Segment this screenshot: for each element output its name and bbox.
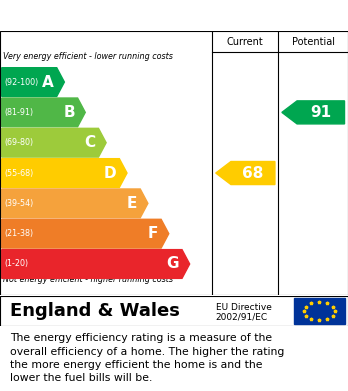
Polygon shape xyxy=(216,161,275,185)
Text: A: A xyxy=(42,75,54,90)
Text: (81-91): (81-91) xyxy=(4,108,33,117)
Text: 68: 68 xyxy=(242,165,264,181)
Bar xyxy=(294,298,345,324)
Polygon shape xyxy=(2,128,106,157)
Polygon shape xyxy=(2,159,127,187)
Text: C: C xyxy=(85,135,96,150)
Text: (55-68): (55-68) xyxy=(4,169,33,178)
Text: D: D xyxy=(104,165,117,181)
Polygon shape xyxy=(282,101,345,124)
Polygon shape xyxy=(2,98,85,127)
Text: 2002/91/EC: 2002/91/EC xyxy=(216,312,268,321)
Text: (21-38): (21-38) xyxy=(4,229,33,238)
Text: (39-54): (39-54) xyxy=(4,199,33,208)
Polygon shape xyxy=(2,189,148,218)
Polygon shape xyxy=(2,219,169,248)
Text: (69-80): (69-80) xyxy=(4,138,33,147)
Polygon shape xyxy=(2,68,64,97)
Text: 91: 91 xyxy=(310,105,331,120)
Text: England & Wales: England & Wales xyxy=(10,302,180,320)
Text: The energy efficiency rating is a measure of the
overall efficiency of a home. T: The energy efficiency rating is a measur… xyxy=(10,334,285,383)
Text: F: F xyxy=(148,226,158,241)
Text: EU Directive: EU Directive xyxy=(216,303,272,312)
Text: Not energy efficient - higher running costs: Not energy efficient - higher running co… xyxy=(3,275,174,284)
Polygon shape xyxy=(2,249,190,278)
Text: E: E xyxy=(127,196,137,211)
Text: G: G xyxy=(167,256,179,271)
Text: (1-20): (1-20) xyxy=(4,260,28,269)
Text: B: B xyxy=(63,105,75,120)
Text: Very energy efficient - lower running costs: Very energy efficient - lower running co… xyxy=(3,52,173,61)
Text: (92-100): (92-100) xyxy=(4,77,38,86)
Text: Potential: Potential xyxy=(292,37,335,47)
Text: Current: Current xyxy=(227,37,264,47)
Text: Energy Efficiency Rating: Energy Efficiency Rating xyxy=(7,7,217,23)
